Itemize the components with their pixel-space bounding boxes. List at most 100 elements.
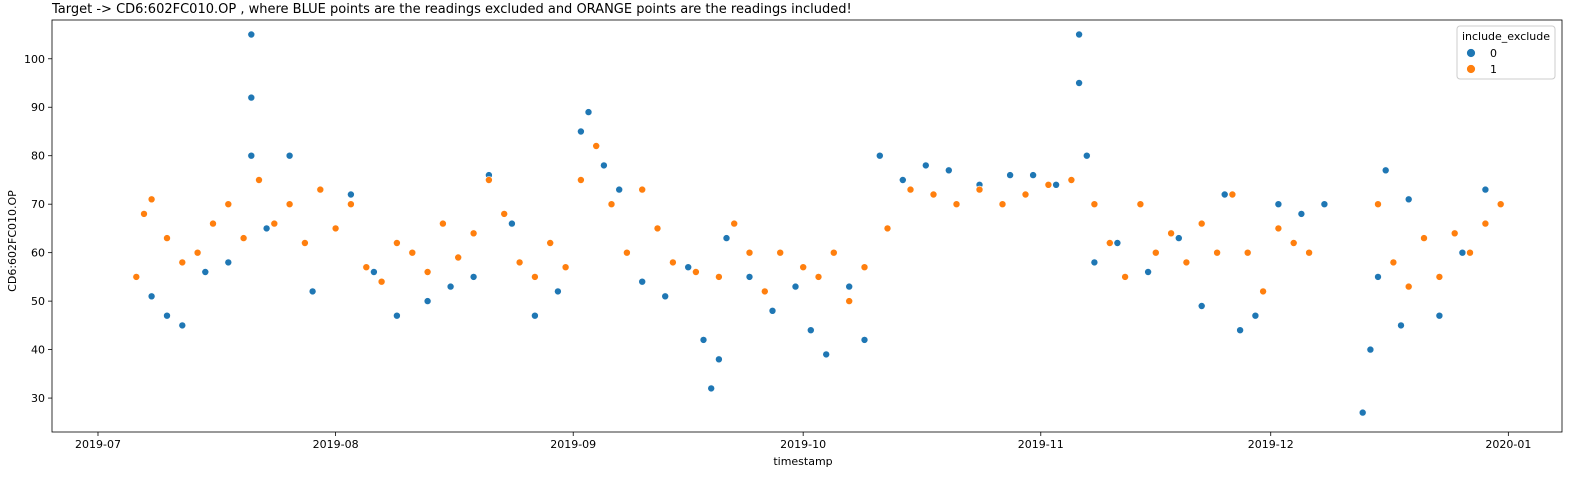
data-point-0 bbox=[1366, 345, 1375, 354]
data-point-0 bbox=[393, 311, 401, 320]
data-point-0 bbox=[1083, 151, 1091, 160]
legend-title: include_exclude bbox=[1462, 30, 1550, 43]
data-point-0 bbox=[1458, 248, 1467, 257]
data-point-1 bbox=[546, 239, 555, 247]
data-point-0 bbox=[1075, 79, 1083, 87]
data-point-0 bbox=[615, 185, 624, 194]
data-point-1 bbox=[906, 185, 915, 194]
axes-layer: 2019-07 2019-08 2019-09 2019-10 2019-11 2019-… bbox=[24, 19, 1563, 451]
data-point-1 bbox=[692, 268, 700, 276]
data-point-1 bbox=[178, 258, 187, 267]
data-point-0 bbox=[531, 311, 539, 320]
data-point-0 bbox=[1113, 239, 1122, 247]
data-point-1 bbox=[393, 239, 401, 247]
data-point-1 bbox=[745, 248, 754, 257]
data-point-0 bbox=[1297, 210, 1306, 218]
data-point-1 bbox=[1466, 248, 1474, 257]
data-point-1 bbox=[1496, 200, 1505, 208]
data-point-1 bbox=[239, 234, 248, 242]
data-point-1 bbox=[331, 224, 340, 233]
data-point-1 bbox=[1389, 258, 1398, 267]
data-point-0 bbox=[201, 268, 210, 276]
data-point-1 bbox=[469, 229, 478, 238]
data-point-1 bbox=[1243, 248, 1252, 257]
data-point-1 bbox=[1274, 224, 1283, 233]
data-point-1 bbox=[1121, 273, 1129, 281]
y-tick-label: 100 bbox=[24, 53, 45, 66]
y-tick-label: 50 bbox=[31, 295, 45, 308]
data-point-0 bbox=[1006, 171, 1014, 179]
data-point-1 bbox=[485, 176, 493, 184]
data-point-0 bbox=[1220, 190, 1229, 199]
data-point-1 bbox=[408, 248, 417, 257]
data-point-0 bbox=[178, 321, 187, 330]
data-point-1 bbox=[224, 200, 233, 208]
data-point-0 bbox=[875, 151, 884, 160]
data-point-1 bbox=[561, 263, 570, 272]
data-point-1 bbox=[347, 200, 355, 208]
data-point-1 bbox=[1067, 176, 1076, 184]
x-tick-label: 2019-12 bbox=[1248, 438, 1294, 451]
data-point-0 bbox=[684, 263, 693, 272]
plot-frame bbox=[51, 19, 1563, 433]
x-axis-label: timestamp bbox=[773, 455, 832, 468]
data-point-1 bbox=[1152, 248, 1160, 257]
data-point-1 bbox=[531, 273, 539, 281]
data-point-0 bbox=[1251, 311, 1260, 320]
x-tick-label: 2019-09 bbox=[550, 438, 596, 451]
data-point-1 bbox=[623, 248, 631, 257]
data-point-0 bbox=[1404, 195, 1413, 204]
data-point-1 bbox=[209, 219, 217, 228]
data-point-1 bbox=[1106, 239, 1114, 247]
data-point-1 bbox=[1481, 219, 1490, 228]
data-point-0 bbox=[423, 297, 432, 305]
data-point-1 bbox=[799, 263, 808, 272]
data-point-0 bbox=[822, 350, 831, 359]
data-point-1 bbox=[1090, 200, 1099, 208]
data-point-1 bbox=[132, 273, 141, 281]
data-point-1 bbox=[255, 176, 263, 184]
data-point-1 bbox=[163, 234, 171, 242]
data-point-1 bbox=[1305, 248, 1313, 257]
data-point-1 bbox=[1021, 190, 1030, 199]
data-point-1 bbox=[760, 287, 769, 296]
data-point-1 bbox=[500, 210, 509, 218]
data-point-1 bbox=[1213, 248, 1221, 257]
data-point-1 bbox=[975, 185, 984, 194]
data-point-1 bbox=[439, 219, 447, 228]
data-point-0 bbox=[508, 219, 516, 228]
data-point-1 bbox=[316, 185, 325, 194]
data-point-1 bbox=[638, 185, 647, 194]
data-point-0 bbox=[1397, 321, 1405, 330]
data-point-0 bbox=[1144, 268, 1152, 276]
data-point-0 bbox=[1374, 273, 1382, 281]
data-point-0 bbox=[554, 287, 562, 296]
data-point-1 bbox=[952, 200, 961, 208]
data-point-1 bbox=[776, 248, 785, 257]
data-point-0 bbox=[860, 336, 869, 344]
data-point-0 bbox=[707, 384, 716, 393]
data-point-0 bbox=[638, 277, 647, 286]
data-point-1 bbox=[814, 273, 823, 281]
data-point-1 bbox=[1404, 282, 1413, 291]
data-point-1 bbox=[1228, 190, 1237, 199]
legend-entry-0: 0 bbox=[1490, 47, 1497, 60]
data-point-0 bbox=[285, 151, 294, 160]
y-tick-label: 70 bbox=[31, 198, 45, 211]
data-point-1 bbox=[607, 200, 616, 208]
data-point-1 bbox=[653, 224, 662, 233]
data-point-1 bbox=[845, 297, 854, 305]
data-point-0 bbox=[661, 292, 670, 301]
data-point-1 bbox=[515, 258, 524, 267]
data-point-0 bbox=[577, 127, 585, 136]
data-point-1 bbox=[1044, 181, 1053, 189]
data-point-0 bbox=[1236, 326, 1244, 335]
points-layer bbox=[132, 30, 1505, 417]
data-point-0 bbox=[1481, 185, 1490, 194]
data-point-0 bbox=[224, 258, 233, 267]
data-point-0 bbox=[745, 273, 754, 281]
data-point-0 bbox=[699, 336, 708, 344]
x-tick-label: 2020-01 bbox=[1485, 438, 1531, 451]
y-tick-label: 30 bbox=[31, 392, 45, 405]
